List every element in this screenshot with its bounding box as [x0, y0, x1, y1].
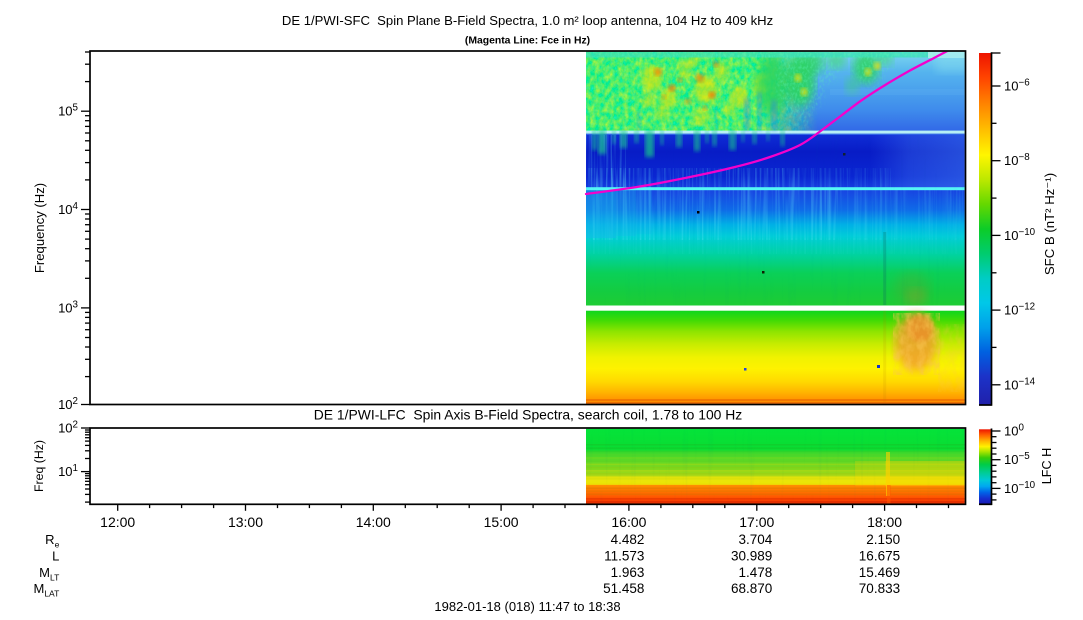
svg-text:3.704: 3.704: [739, 532, 773, 547]
svg-text:16.675: 16.675: [859, 549, 900, 564]
svg-text:(Magenta Line: Fce in Hz): (Magenta Line: Fce in Hz): [465, 36, 590, 47]
svg-text:11.573: 11.573: [604, 549, 644, 564]
svg-text:17:00: 17:00: [739, 514, 774, 530]
svg-text:68.870: 68.870: [731, 581, 772, 596]
svg-text:14:00: 14:00: [356, 514, 391, 530]
svg-text:2.150: 2.150: [866, 532, 900, 547]
svg-text:DE 1/PWI-LFC Spin Axis B-Fiel: DE 1/PWI-LFC Spin Axis B-Field Spectra, …: [314, 407, 743, 423]
svg-text:DE 1/PWI-SFC Spin Plane B-Fie: DE 1/PWI-SFC Spin Plane B-Field Spectra,…: [282, 13, 773, 28]
svg-text:15:00: 15:00: [484, 514, 519, 530]
svg-text:Frequency (Hz): Frequency (Hz): [32, 183, 47, 273]
svg-text:Freq (Hz): Freq (Hz): [32, 440, 46, 492]
svg-text:L: L: [52, 549, 59, 564]
svg-text:SFC B (nT² Hz⁻¹): SFC B (nT² Hz⁻¹): [1042, 173, 1057, 275]
svg-text:12:00: 12:00: [100, 514, 135, 530]
svg-text:4.482: 4.482: [611, 532, 645, 547]
svg-text:15.469: 15.469: [859, 565, 900, 580]
svg-text:1982-01-18 (018) 11:47 to 18:3: 1982-01-18 (018) 11:47 to 18:38: [434, 599, 620, 614]
svg-text:51.458: 51.458: [603, 581, 644, 596]
svg-text:13:00: 13:00: [228, 514, 263, 530]
svg-text:18:00: 18:00: [867, 514, 902, 530]
svg-text:30.989: 30.989: [731, 549, 772, 564]
svg-text:LFC H: LFC H: [1040, 448, 1054, 484]
svg-text:16:00: 16:00: [611, 514, 646, 530]
svg-text:1.963: 1.963: [611, 565, 645, 580]
svg-text:70.833: 70.833: [859, 581, 900, 596]
svg-text:1.478: 1.478: [739, 565, 773, 580]
